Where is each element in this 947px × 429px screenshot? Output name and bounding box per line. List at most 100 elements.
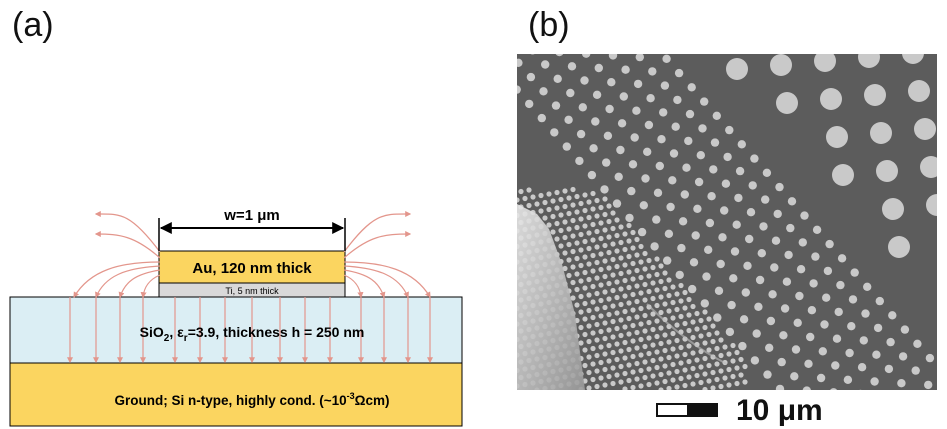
sem-dot <box>678 313 684 320</box>
sem-dot <box>578 309 584 315</box>
sem-dot <box>771 236 781 245</box>
sem-dot <box>526 72 536 82</box>
sem-dot <box>898 352 908 361</box>
sem-dot <box>602 335 608 342</box>
sem-dot <box>726 351 732 357</box>
sem-dot <box>650 342 656 348</box>
sem-dot <box>590 206 596 212</box>
sem-dot <box>729 274 738 283</box>
sem-dot <box>706 362 712 369</box>
sem-dot <box>820 88 842 110</box>
sem-dot <box>802 386 811 390</box>
sem-dot <box>702 272 711 281</box>
sem-dot <box>638 290 644 296</box>
sem-dot <box>542 199 548 206</box>
sem-dot <box>618 270 624 277</box>
sem-dot <box>586 199 592 205</box>
sem-dot <box>626 284 632 291</box>
sem-dot <box>685 109 695 119</box>
sem-dot <box>812 225 822 234</box>
sem-dot <box>630 260 636 267</box>
sem-dot <box>902 54 924 64</box>
sem-dot <box>574 286 580 293</box>
sem-dot <box>859 336 868 345</box>
sem-dot <box>664 229 674 238</box>
sem-dot <box>702 371 708 377</box>
sem-dot <box>738 356 744 363</box>
sem-dot <box>590 330 596 336</box>
sem-dot <box>566 195 572 201</box>
sem-dot <box>570 279 576 286</box>
sem-dot <box>607 78 616 87</box>
sem-dot <box>578 324 584 331</box>
sem-dot <box>718 337 724 343</box>
sem-dot <box>662 301 668 307</box>
sem-dot <box>875 296 884 306</box>
sem-dot <box>598 297 604 304</box>
field-line <box>118 269 161 299</box>
sem-dot <box>622 370 628 377</box>
sem-dot <box>618 317 624 323</box>
sem-dot <box>816 373 826 383</box>
oxide-label-part2: , ε <box>169 324 184 340</box>
sem-dot <box>606 342 612 349</box>
sem-dot <box>642 328 648 334</box>
sem-dot <box>678 375 684 382</box>
sem-dot <box>670 330 676 337</box>
sem-dot <box>606 327 612 333</box>
sem-dot <box>618 379 624 385</box>
sem-dot <box>602 366 608 373</box>
sem-dot <box>666 308 672 314</box>
sem-dot <box>734 349 740 356</box>
sem-dot <box>574 240 580 246</box>
sem-dot <box>780 304 790 313</box>
sem-dot <box>795 291 804 301</box>
sem-dot <box>562 203 568 210</box>
sem-dot <box>566 226 572 232</box>
sem-dot <box>811 252 820 261</box>
sem-dot <box>574 209 580 215</box>
sem-dot <box>888 311 897 320</box>
sem-dot <box>694 326 700 332</box>
sem-dot <box>700 97 709 106</box>
sem-dot <box>554 205 560 211</box>
sem-dot <box>646 381 652 388</box>
sem-dot <box>727 300 736 310</box>
ti-label: Ti, 5 nm thick <box>225 286 279 296</box>
sem-dot <box>518 188 524 195</box>
sem-dot <box>578 340 584 346</box>
sem-dot <box>606 265 612 271</box>
sem-dot <box>534 201 540 207</box>
sem-dot <box>618 286 624 292</box>
sem-dot <box>578 216 584 222</box>
sem-dot <box>610 256 616 263</box>
sem-dot <box>614 325 620 332</box>
sem-dot <box>605 104 614 114</box>
sem-dot <box>554 189 560 196</box>
sem-dot <box>650 295 656 302</box>
sem-dot <box>638 352 644 358</box>
field-lines <box>67 210 433 364</box>
sem-dot <box>530 194 536 200</box>
scale-bar <box>656 403 718 417</box>
sem-dot <box>775 182 784 192</box>
sem-dot <box>602 196 608 202</box>
sem-dot <box>590 345 596 352</box>
sem-dot <box>773 209 782 219</box>
sem-dot <box>754 302 763 311</box>
sem-dot <box>562 265 568 272</box>
sem-dot <box>714 330 720 336</box>
sem-dot <box>693 204 702 213</box>
sem-dot <box>576 129 586 139</box>
sem-dot <box>610 272 616 278</box>
sem-dot <box>790 372 799 381</box>
sem-dot <box>714 286 724 295</box>
sem-dot <box>831 361 840 370</box>
sem-dot <box>598 266 604 273</box>
sem-dot <box>558 212 564 218</box>
sem-dot <box>594 383 600 390</box>
sem-dot <box>602 382 608 388</box>
sem-dot <box>634 283 640 289</box>
sem-dot <box>674 306 680 313</box>
sem-dot <box>882 198 904 220</box>
